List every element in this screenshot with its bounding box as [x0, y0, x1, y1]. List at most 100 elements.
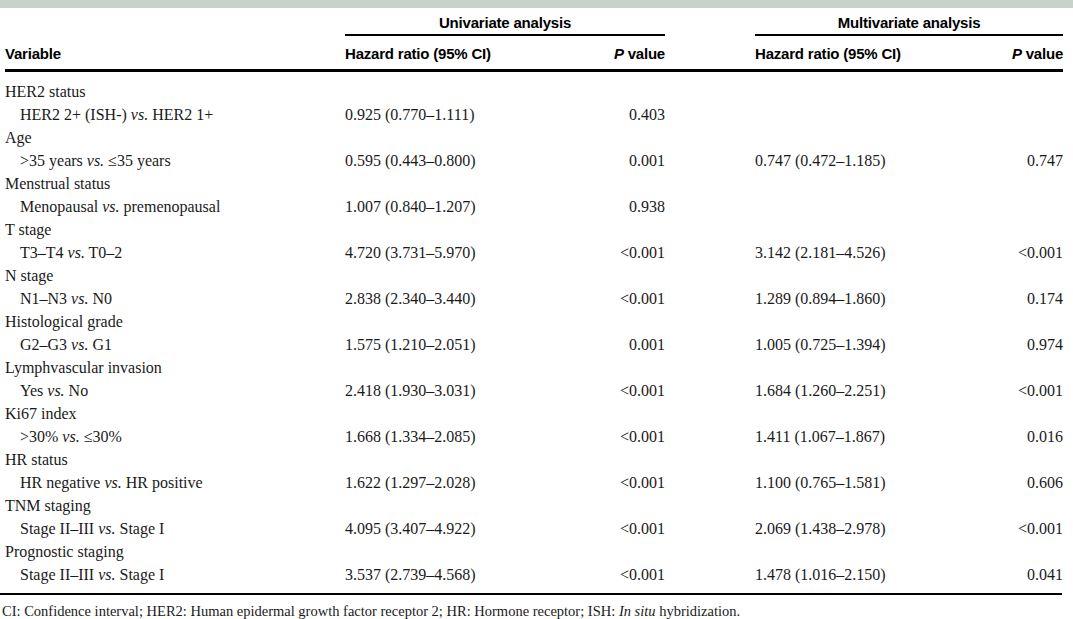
category-row: Histological grade: [5, 310, 1063, 333]
comparison-post: premenopausal: [120, 198, 221, 215]
uni-hazard-ratio: 2.418 (1.930–3.031): [345, 379, 573, 402]
multi-hazard-ratio: 3.142 (2.181–4.526): [755, 241, 980, 264]
category-row: Ki67 index: [5, 402, 1063, 425]
uni-p-value: <0.001: [573, 425, 665, 448]
p-rest: value: [1022, 45, 1063, 62]
comparison-label: >35 years vs. ≤35 years: [5, 149, 345, 172]
multi-hazard-ratio: 1.411 (1.067–1.867): [755, 425, 980, 448]
comparison-post: Stage I: [116, 566, 165, 583]
col-header-multi-hazard-ratio: Hazard ratio (95% CI): [755, 35, 980, 71]
vs-label: vs.: [104, 474, 121, 491]
uni-p-value: <0.001: [573, 563, 665, 586]
category-row: Menstrual status: [5, 172, 1063, 195]
multi-p-value: 0.606: [980, 471, 1063, 494]
spanner-header-row: Univariate analysis Multivariate analysi…: [5, 8, 1063, 35]
p-rest: value: [624, 45, 665, 62]
comparison-post: G1: [88, 336, 112, 353]
comparison-label: Stage II–III vs. Stage I: [5, 563, 345, 586]
gap-cell: [665, 563, 755, 586]
category-label: TNM staging: [5, 494, 1063, 517]
uni-hazard-ratio: 1.668 (1.334–2.085): [345, 425, 573, 448]
uni-hazard-ratio: 1.622 (1.297–2.028): [345, 471, 573, 494]
comparison-label: Yes vs. No: [5, 379, 345, 402]
uni-p-value: 0.938: [573, 195, 665, 218]
gap-cell: [665, 425, 755, 448]
uni-hazard-ratio: 1.575 (1.210–2.051): [345, 333, 573, 356]
comparison-post: HR positive: [122, 474, 203, 491]
category-label: HR status: [5, 448, 1063, 471]
vs-label: vs.: [47, 382, 64, 399]
category-row: T stage: [5, 218, 1063, 241]
footnote-divider: CI: Confidence interval; HER2: Human epi…: [0, 593, 1062, 619]
vs-label: vs.: [87, 152, 104, 169]
spanner-gap-cell: [665, 8, 755, 35]
multi-p-value: [980, 195, 1063, 218]
multi-hazard-ratio: [755, 195, 980, 218]
vs-label: vs.: [131, 106, 148, 123]
gap-cell: [665, 287, 755, 310]
data-row: Yes vs. No 2.418 (1.930–3.031) <0.001 1.…: [5, 379, 1063, 402]
category-row: Prognostic staging: [5, 540, 1063, 563]
category-row: HR status: [5, 448, 1063, 471]
comparison-label: N1–N3 vs. N0: [5, 287, 345, 310]
comparison-pre: HR negative: [20, 474, 104, 491]
comparison-label: T3–T4 vs. T0–2: [5, 241, 345, 264]
gap-cell: [665, 379, 755, 402]
uni-hazard-ratio: 3.537 (2.739–4.568): [345, 563, 573, 586]
uni-hazard-ratio: 2.838 (2.340–3.440): [345, 287, 573, 310]
multi-hazard-ratio: 1.005 (0.725–1.394): [755, 333, 980, 356]
multi-hazard-ratio: 1.478 (1.016–2.150): [755, 563, 980, 586]
col-header-variable: Variable: [5, 35, 345, 71]
multi-p-value: 0.041: [980, 563, 1063, 586]
gap-cell: [665, 103, 755, 126]
category-label: Histological grade: [5, 310, 1063, 333]
comparison-label: HR negative vs. HR positive: [5, 471, 345, 494]
data-row: N1–N3 vs. N0 2.838 (2.340–3.440) <0.001 …: [5, 287, 1063, 310]
col-header-uni-hazard-ratio: Hazard ratio (95% CI): [345, 35, 573, 71]
comparison-post: ≤35 years: [104, 152, 171, 169]
multi-hazard-ratio: [755, 103, 980, 126]
data-row: HER2 2+ (ISH-) vs. HER2 1+ 0.925 (0.770–…: [5, 103, 1063, 126]
multi-hazard-ratio: 2.069 (1.438–2.978): [755, 517, 980, 540]
vs-label: vs.: [71, 336, 88, 353]
gap-cell: [665, 471, 755, 494]
multi-p-value: 0.974: [980, 333, 1063, 356]
top-band-divider: [0, 0, 1073, 8]
spanner-univariate-label: Univariate analysis: [439, 14, 571, 31]
gap-cell: [665, 149, 755, 172]
multi-hazard-ratio: 1.100 (0.765–1.581): [755, 471, 980, 494]
data-row: >35 years vs. ≤35 years 0.595 (0.443–0.8…: [5, 149, 1063, 172]
comparison-label: Menopausal vs. premenopausal: [5, 195, 345, 218]
comparison-pre: Stage II–III: [20, 566, 98, 583]
multi-hazard-ratio: 0.747 (0.472–1.185): [755, 149, 980, 172]
col-header-uni-p-value: P value: [573, 35, 665, 71]
uni-hazard-ratio: 1.007 (0.840–1.207): [345, 195, 573, 218]
multi-p-value: [980, 103, 1063, 126]
column-header-row: Variable Hazard ratio (95% CI) P value H…: [5, 35, 1063, 71]
comparison-label: Stage II–III vs. Stage I: [5, 517, 345, 540]
data-row: Menopausal vs. premenopausal 1.007 (0.84…: [5, 195, 1063, 218]
comparison-post: Stage I: [116, 520, 165, 537]
comparison-label: HER2 2+ (ISH-) vs. HER2 1+: [5, 103, 345, 126]
uni-p-value: <0.001: [573, 517, 665, 540]
spanner-multivariate-label: Multivariate analysis: [838, 14, 981, 31]
multi-p-value: 0.016: [980, 425, 1063, 448]
gap-cell: [665, 517, 755, 540]
vs-label: vs.: [98, 520, 115, 537]
data-row: Stage II–III vs. Stage I 3.537 (2.739–4.…: [5, 563, 1063, 586]
category-row: N stage: [5, 264, 1063, 287]
multi-p-value: 0.747: [980, 149, 1063, 172]
footnote-italic: In situ: [619, 603, 656, 619]
uni-p-value: <0.001: [573, 379, 665, 402]
uni-p-value: 0.001: [573, 333, 665, 356]
comparison-pre: Menopausal: [20, 198, 102, 215]
multi-p-value: 0.174: [980, 287, 1063, 310]
category-label: Age: [5, 126, 1063, 149]
multi-p-value: <0.001: [980, 517, 1063, 540]
comparison-pre: G2–G3: [20, 336, 71, 353]
data-row: >30% vs. ≤30% 1.668 (1.334–2.085) <0.001…: [5, 425, 1063, 448]
uni-p-value: 0.001: [573, 149, 665, 172]
uni-hazard-ratio: 4.720 (3.731–5.970): [345, 241, 573, 264]
category-label: N stage: [5, 264, 1063, 287]
vs-label: vs.: [62, 428, 79, 445]
